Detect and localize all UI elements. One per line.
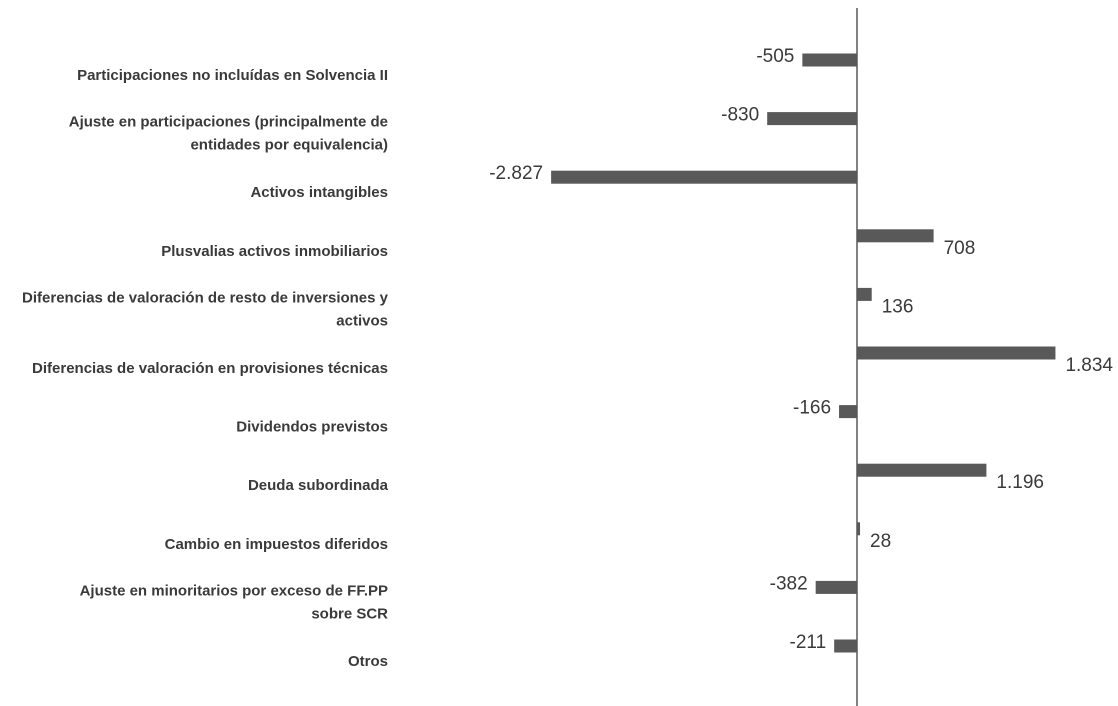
category-label-line: Diferencias de valoración de resto de in… xyxy=(22,289,389,306)
value-label: -505 xyxy=(756,46,794,67)
category-label-line: sobre SCR xyxy=(311,605,388,622)
category-label-line: Cambio en impuestos diferidos xyxy=(165,536,388,553)
category-label-line: Otros xyxy=(348,653,388,670)
category-label: Cambio en impuestos diferidos xyxy=(165,536,388,553)
category-label-line: activos xyxy=(336,312,388,329)
category-label-line: Activos intangibles xyxy=(250,184,388,201)
value-label: -830 xyxy=(721,105,759,126)
value-label: -382 xyxy=(770,573,808,594)
value-label: -2.827 xyxy=(489,163,543,184)
category-label: Deuda subordinada xyxy=(248,477,389,494)
bar xyxy=(551,170,857,184)
bar xyxy=(857,522,861,536)
bar xyxy=(857,346,1056,360)
value-label: 1.196 xyxy=(996,472,1044,493)
value-label: -211 xyxy=(790,632,827,653)
category-label: Activos intangibles xyxy=(250,184,388,201)
category-label-line: entidades por equivalencia) xyxy=(190,137,388,154)
category-label-line: Ajuste en participaciones (principalment… xyxy=(69,114,388,131)
category-label: Plusvalias activos inmobiliarios xyxy=(161,243,388,260)
category-label: Ajuste en participaciones (principalment… xyxy=(69,114,388,154)
bar xyxy=(834,639,857,653)
value-labels: -505 -830 -2.827 708 136 1.834 -166 1.196 28 -382… xyxy=(489,46,1113,653)
bar xyxy=(767,112,857,126)
value-label: 708 xyxy=(944,238,976,259)
category-label-line: Dividendos previstos xyxy=(236,419,388,436)
category-label-line: Ajuste en minoritarios por exceso de FF.… xyxy=(80,582,388,599)
category-label-line: Diferencias de valoración en provisiones… xyxy=(32,360,388,377)
bar xyxy=(815,580,857,594)
bar xyxy=(802,53,857,67)
category-labels: Participaciones no incluídas en Solvenci… xyxy=(22,67,389,670)
bar xyxy=(857,229,934,243)
value-label: 136 xyxy=(882,296,914,317)
value-label: 1.834 xyxy=(1065,355,1113,376)
bar xyxy=(857,463,987,477)
category-label: Diferencias de valoración de resto de in… xyxy=(22,289,389,329)
category-label: Dividendos previstos xyxy=(236,419,388,436)
value-label: -166 xyxy=(793,398,831,419)
category-label: Participaciones no incluídas en Solvenci… xyxy=(77,67,388,84)
category-label-line: Plusvalias activos inmobiliarios xyxy=(161,243,388,260)
category-label: Ajuste en minoritarios por exceso de FF.… xyxy=(80,582,389,622)
bar xyxy=(857,287,872,301)
value-label: 28 xyxy=(870,531,891,552)
bars-group xyxy=(551,53,1056,653)
category-label: Otros xyxy=(348,653,388,670)
category-label: Diferencias de valoración en provisiones… xyxy=(32,360,388,377)
category-label-line: Participaciones no incluídas en Solvenci… xyxy=(77,67,388,84)
bar xyxy=(839,405,857,419)
category-label-line: Deuda subordinada xyxy=(248,477,389,494)
